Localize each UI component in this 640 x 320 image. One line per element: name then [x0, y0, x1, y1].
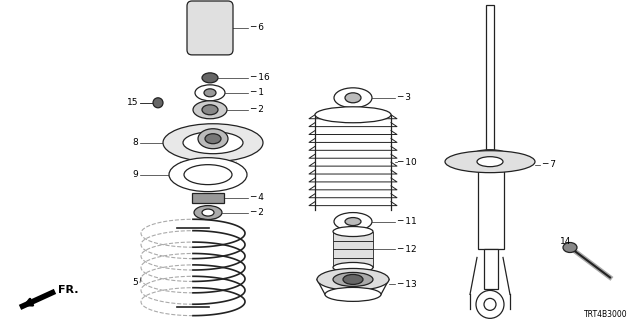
Text: 5: 5: [132, 278, 138, 287]
Ellipse shape: [163, 124, 263, 162]
Ellipse shape: [345, 218, 361, 226]
Ellipse shape: [205, 134, 221, 144]
Text: ─ 4: ─ 4: [250, 193, 264, 202]
Ellipse shape: [194, 205, 222, 220]
Bar: [333, 259, 373, 268]
Ellipse shape: [153, 98, 163, 108]
Bar: [486, 5, 494, 160]
Text: 9: 9: [132, 170, 138, 179]
Ellipse shape: [445, 151, 535, 173]
Ellipse shape: [333, 262, 373, 272]
Ellipse shape: [473, 150, 507, 160]
Text: ─ 16: ─ 16: [250, 73, 269, 82]
Ellipse shape: [183, 132, 243, 154]
Ellipse shape: [169, 158, 247, 192]
Bar: [333, 232, 373, 241]
Ellipse shape: [334, 88, 372, 108]
Ellipse shape: [202, 209, 214, 216]
Ellipse shape: [334, 212, 372, 230]
Text: ─ 2: ─ 2: [250, 105, 264, 114]
Text: ─ 1: ─ 1: [250, 88, 264, 97]
Text: ─ 13: ─ 13: [397, 280, 417, 289]
Ellipse shape: [476, 291, 504, 318]
Text: 8: 8: [132, 138, 138, 147]
Text: ─ 12: ─ 12: [397, 245, 417, 254]
Ellipse shape: [184, 165, 232, 185]
Text: ─ 10: ─ 10: [397, 158, 417, 167]
Bar: [333, 241, 373, 250]
Ellipse shape: [477, 157, 503, 167]
Text: ─ 3: ─ 3: [397, 93, 411, 102]
Ellipse shape: [563, 243, 577, 252]
Text: FR.: FR.: [58, 285, 79, 295]
Ellipse shape: [198, 129, 228, 149]
Ellipse shape: [333, 227, 373, 236]
Ellipse shape: [315, 107, 391, 123]
Text: ─ 11: ─ 11: [397, 217, 417, 226]
Bar: [192, 193, 224, 203]
Ellipse shape: [202, 73, 218, 83]
Ellipse shape: [193, 101, 227, 119]
Ellipse shape: [325, 287, 381, 301]
FancyBboxPatch shape: [187, 1, 233, 55]
Text: 14: 14: [560, 237, 572, 246]
Bar: [484, 250, 498, 289]
Ellipse shape: [202, 105, 218, 115]
Bar: [333, 250, 373, 259]
Text: 15: 15: [127, 98, 138, 107]
Ellipse shape: [345, 93, 361, 103]
Ellipse shape: [317, 268, 389, 291]
Ellipse shape: [343, 275, 363, 284]
Text: ─ 2: ─ 2: [250, 208, 264, 217]
Ellipse shape: [204, 89, 216, 97]
Bar: [478, 160, 504, 250]
Ellipse shape: [195, 85, 225, 101]
Text: ─ 7: ─ 7: [542, 160, 556, 169]
Text: TRT4B3000: TRT4B3000: [584, 310, 628, 319]
Text: ─ 6: ─ 6: [250, 23, 264, 32]
Ellipse shape: [333, 272, 373, 286]
Ellipse shape: [484, 298, 496, 310]
